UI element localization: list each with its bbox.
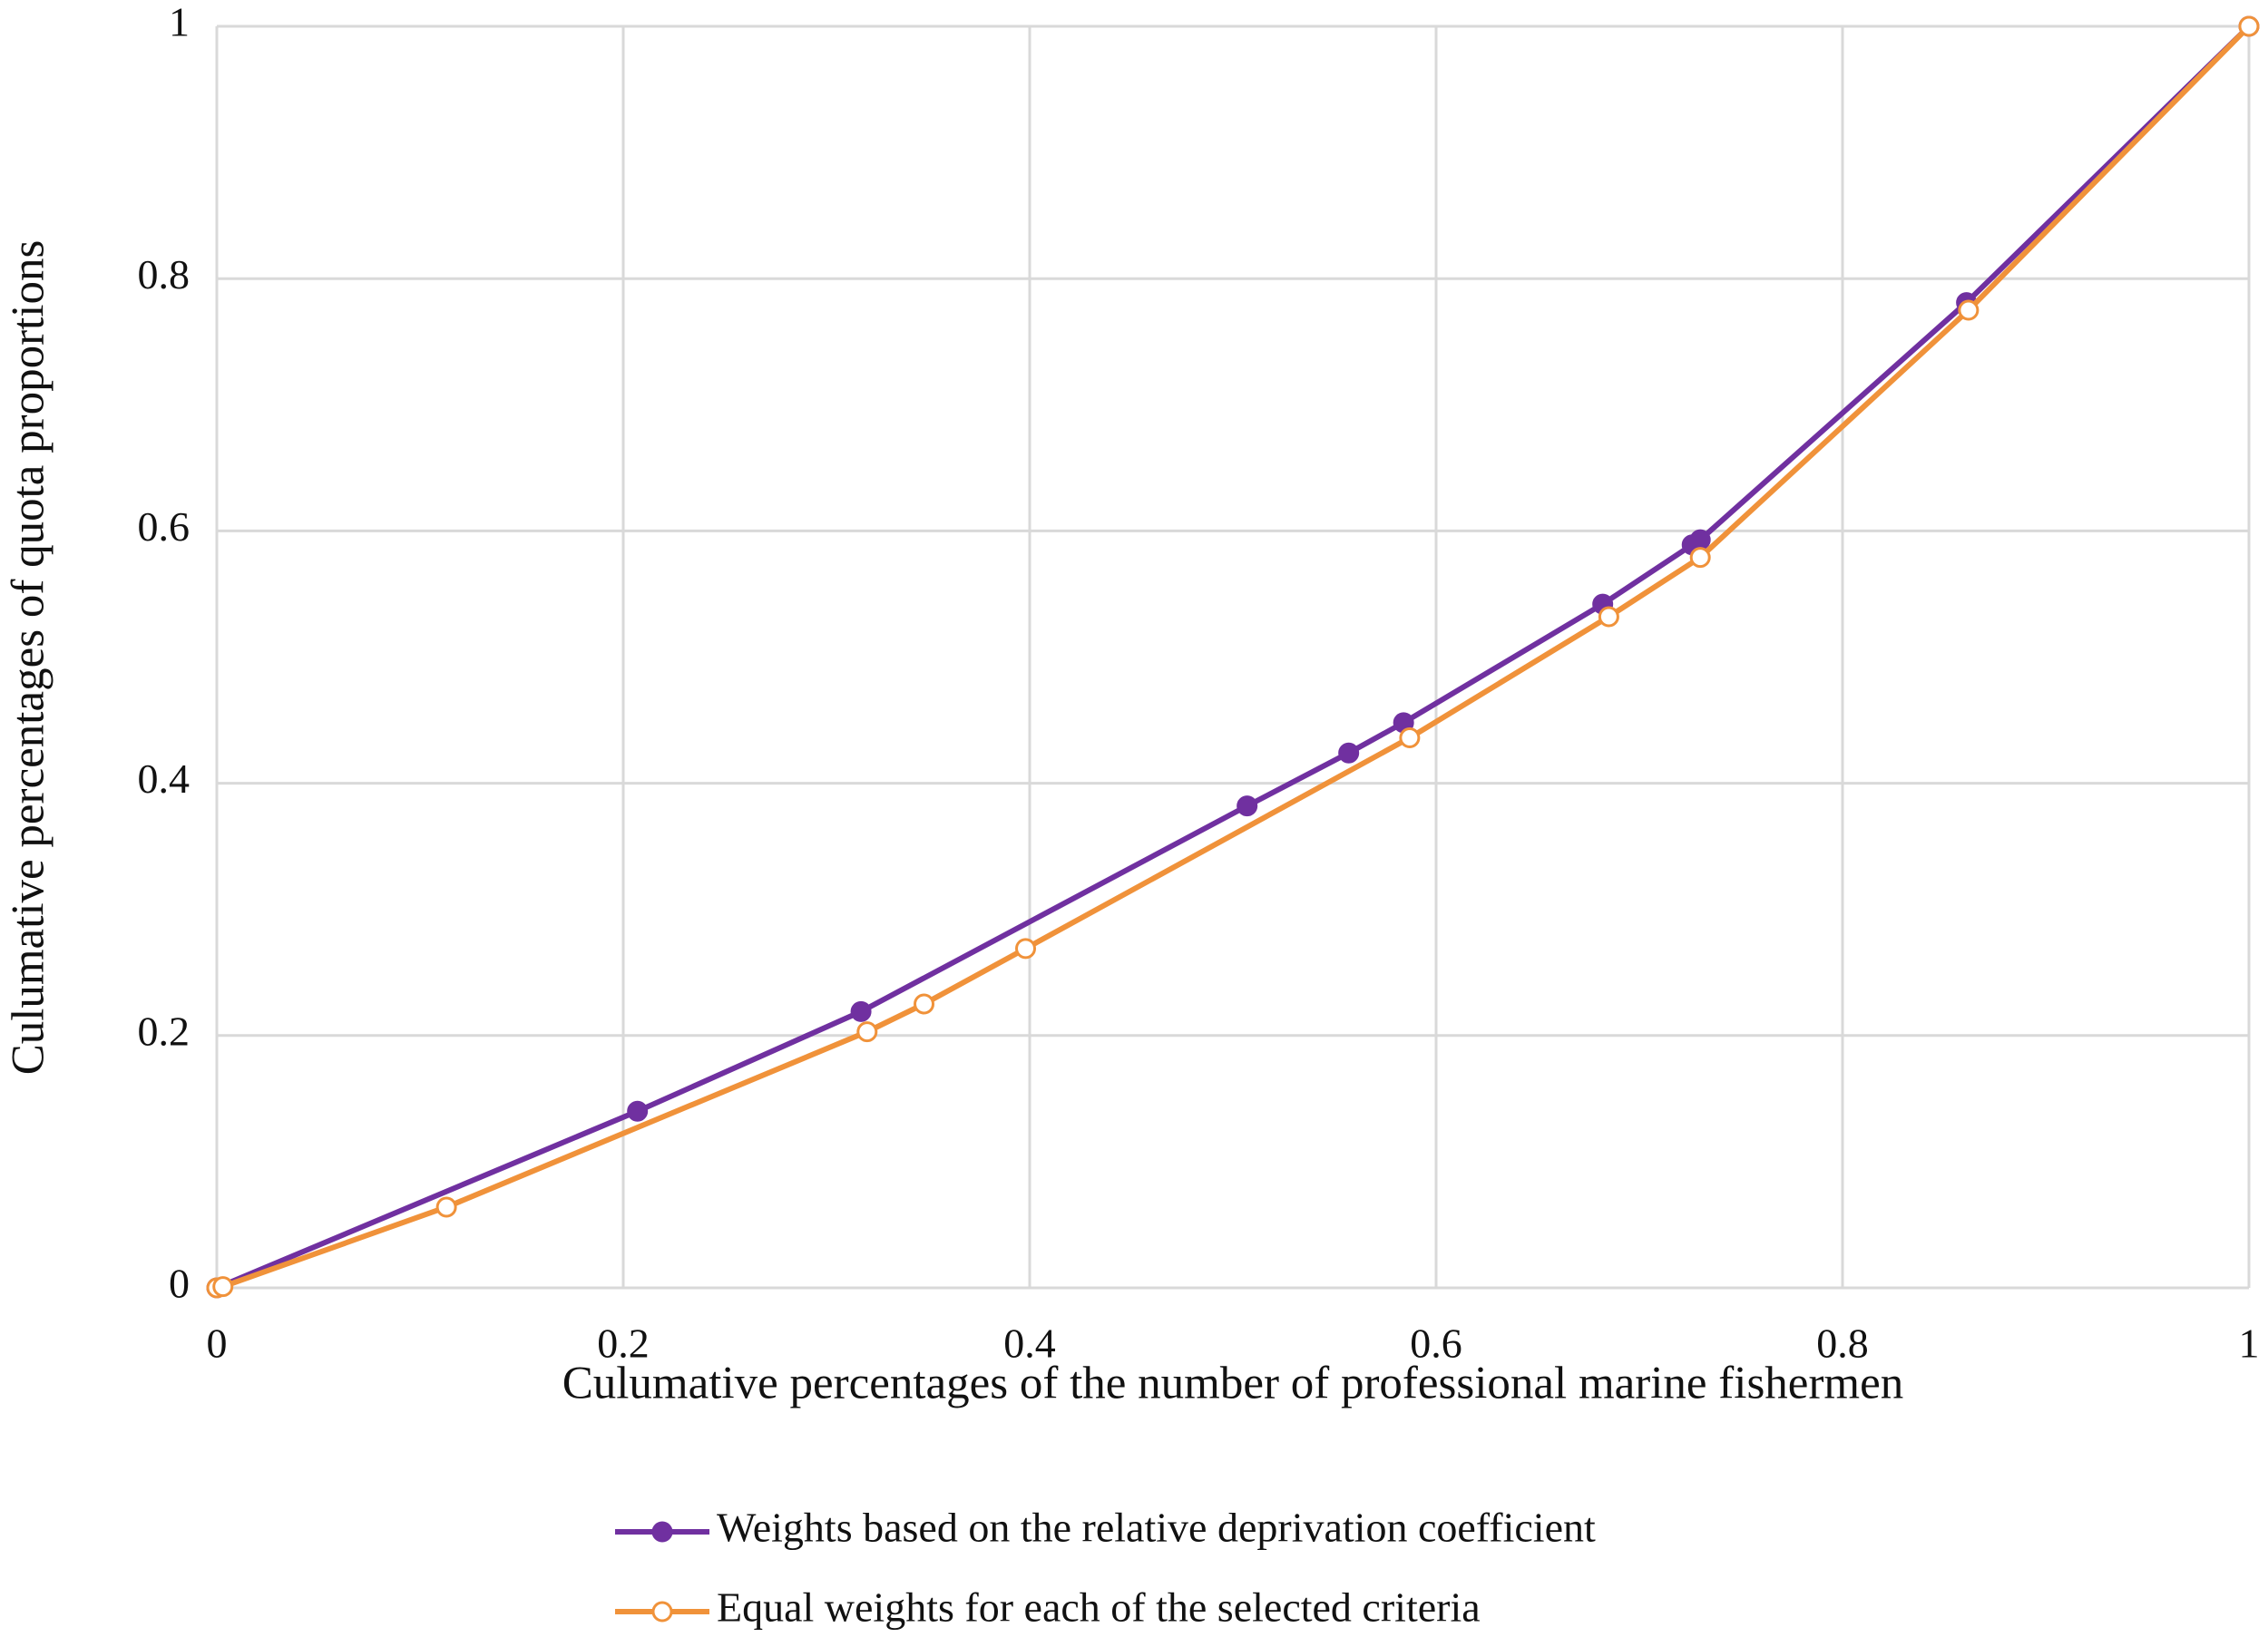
data-point [1237,795,1258,817]
data-point [1015,938,1037,960]
x-axis-title: Culumative percentages of the number of … [562,1359,1904,1409]
series-line [215,24,2252,1291]
data-point [627,1100,649,1122]
data-point [850,1000,872,1022]
y-tick-label: 0 [169,1261,190,1307]
y-tick-label: 0.4 [138,755,191,802]
legend-label: Equal weights for each of the selected c… [717,1584,1481,1631]
data-point [1689,529,1711,551]
y-tick-label: 0.2 [138,1008,191,1054]
x-tick-label: 0.6 [1410,1321,1462,1367]
y-tick-label: 0.8 [138,251,191,297]
x-tick-label: 0 [207,1321,228,1367]
x-tick-label: 0.8 [1816,1321,1869,1367]
legend-marker [651,1601,673,1623]
series-line [216,24,2252,1291]
data-point [856,1021,878,1043]
y-axis-title: Culumative percentages of quota proporti… [4,240,54,1076]
y-tick-label: 0.6 [138,503,191,550]
data-point [2238,15,2260,37]
data-point [435,1196,457,1218]
data-point [1689,547,1711,569]
data-point [1399,727,1421,749]
legend-label: Weights based on the relative deprivatio… [717,1505,1596,1551]
data-point [914,993,935,1015]
data-point [1958,299,1980,321]
x-tick-label: 1 [2239,1321,2260,1367]
y-tick-label: 1 [169,0,190,45]
x-tick-label: 0.2 [597,1321,650,1367]
data-point [212,1276,234,1298]
data-point [1598,606,1619,628]
legend-marker [651,1521,673,1543]
x-tick-label: 0.4 [1003,1321,1056,1367]
data-point [1338,742,1360,764]
